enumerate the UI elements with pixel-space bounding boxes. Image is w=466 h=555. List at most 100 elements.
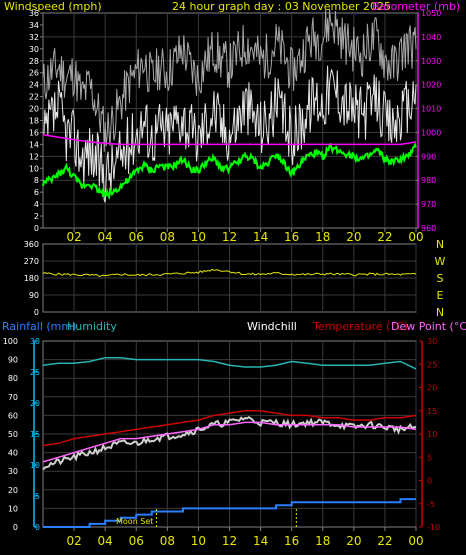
temp-ytick-label: 30: [427, 337, 437, 346]
temp-xtick-label: 22: [377, 534, 392, 548]
rain-ytick-label: 25: [30, 368, 40, 377]
baro-ytick-label: 1040: [421, 33, 441, 42]
wind-ytick-label: 26: [29, 69, 39, 78]
rain-ytick-label: 20: [30, 399, 40, 408]
wind-xtick-label: 16: [284, 230, 299, 244]
wind-ytick-label: 24: [29, 81, 39, 90]
direction-ytick-label: 0: [34, 308, 39, 317]
humidity-ytick-label: 50: [8, 430, 18, 439]
temp-xtick-label: 14: [253, 534, 268, 548]
baro-ytick-label: 1030: [421, 57, 441, 66]
wind-ytick-label: 36: [29, 9, 39, 18]
rain-ytick-label: 15: [30, 430, 40, 439]
direction-ytick-label: 270: [24, 257, 39, 266]
wind-xtick-label: 06: [129, 230, 144, 244]
humidity-label: Humidity: [67, 320, 117, 333]
humidity-ytick-label: 30: [8, 467, 18, 476]
humidity-ytick-label: 20: [8, 486, 18, 495]
wind-ytick-label: 0: [34, 224, 39, 233]
wind-ytick-label: 8: [34, 176, 39, 185]
chart-title: 24 hour graph day : 03 November 2025: [172, 0, 391, 13]
rainfall-line: [43, 498, 416, 528]
rain-ytick-label: 0: [35, 523, 40, 532]
barometer-axis-ticks: 960 970 980 990 1000 1010 1020 1030 1040 1050: [416, 9, 441, 233]
wind-xtick-label: 00: [408, 230, 423, 244]
temp-ytick-label: 20: [427, 384, 437, 393]
direction-grid: [43, 244, 417, 312]
windspeed-line: [43, 65, 417, 203]
direction-ytick-label: 360: [24, 240, 39, 249]
temp-xtick-label: 08: [160, 534, 175, 548]
humidity-ytick-label: 60: [8, 411, 18, 420]
compass-label: W: [435, 255, 446, 268]
barometer-line: [42, 134, 417, 146]
wind-xtick-label: 12: [222, 230, 237, 244]
wind-ytick-label: 30: [29, 45, 39, 54]
wind-ytick-label: 20: [29, 105, 39, 114]
wind-xtick-label: 08: [160, 230, 175, 244]
temp-ytick-label: 0: [427, 477, 432, 486]
temp-ytick-label: 5: [427, 453, 432, 462]
temp-xtick-label: 00: [408, 534, 423, 548]
temp-series: [42, 356, 417, 528]
temp-ytick-label: -5: [427, 500, 435, 509]
wind-ytick-label: 2: [34, 212, 39, 221]
wind-gust-line: [42, 9, 417, 152]
wind-xtick-label: 18: [315, 230, 330, 244]
temperature-axis-ticks: -10 -5 0 5 10 15 20 25 30: [419, 337, 440, 532]
direction-ytick-label: 180: [24, 274, 39, 283]
wind-ytick-label: 12: [29, 152, 39, 161]
wind-xtick-label: 10: [191, 230, 206, 244]
compass-label: E: [437, 289, 444, 302]
humidity-ytick-label: 40: [8, 449, 18, 458]
moon-set-markers: Moon Set: [116, 509, 297, 527]
compass-label: N: [436, 306, 444, 319]
wind-ytick-label: 6: [34, 188, 39, 197]
dew-point-line: [42, 421, 417, 463]
humidity-ytick-label: 90: [8, 356, 18, 365]
temperature-line: [42, 410, 417, 447]
dew-point-label: Dew Point (°C): [391, 320, 466, 333]
rainfall-label: Rainfall (mm): [2, 320, 76, 333]
wind-ytick-label: 22: [29, 93, 39, 102]
baro-ytick-label: 1020: [421, 81, 441, 90]
humidity-ytick-label: 70: [8, 393, 18, 402]
baro-ytick-label: 990: [421, 152, 436, 161]
wind-ytick-label: 28: [29, 57, 39, 66]
temp-x-axis-ticks: 02 04 06 08 10 12 14 16 18 20 22 00: [66, 534, 423, 548]
wind-ytick-label: 4: [34, 200, 39, 209]
windchill-label: Windchill: [247, 320, 297, 333]
humidity-line: [42, 356, 417, 370]
baro-ytick-label: 1000: [421, 128, 441, 137]
temp-xtick-label: 04: [98, 534, 113, 548]
moon-set-label: Moon Set: [116, 517, 153, 526]
wind-ytick-label: 10: [29, 164, 39, 173]
temp-ytick-label: 10: [427, 430, 437, 439]
humidity-ytick-label: 80: [8, 374, 18, 383]
windchill-line: [42, 416, 417, 471]
temp-ytick-label: 25: [427, 360, 437, 369]
direction-series: [42, 268, 417, 278]
wind-ytick-label: 14: [29, 140, 39, 149]
wind-x-axis-ticks: 02 04 06 08 10 12 14 16 18 20 22 00: [66, 230, 423, 244]
temp-xtick-label: 20: [346, 534, 361, 548]
rain-axis-ticks: 0 5 10 15 20 25 30: [30, 337, 40, 532]
humidity-ytick-label: 10: [8, 504, 18, 513]
temp-xtick-label: 10: [191, 534, 206, 548]
baro-ytick-label: 960: [421, 224, 436, 233]
humidity-ytick-label: 0: [13, 523, 18, 532]
baro-ytick-label: 1010: [421, 105, 441, 114]
wind-xtick-label: 02: [66, 230, 81, 244]
wind-xtick-label: 22: [377, 230, 392, 244]
direction-ytick-label: 90: [29, 291, 39, 300]
temp-xtick-label: 06: [129, 534, 144, 548]
baro-ytick-label: 1050: [421, 9, 441, 18]
humidity-ytick-label: 100: [3, 337, 18, 346]
wind-ytick-label: 18: [29, 117, 39, 126]
wind-ytick-label: 16: [29, 128, 39, 137]
wind-direction-line: [42, 268, 417, 278]
